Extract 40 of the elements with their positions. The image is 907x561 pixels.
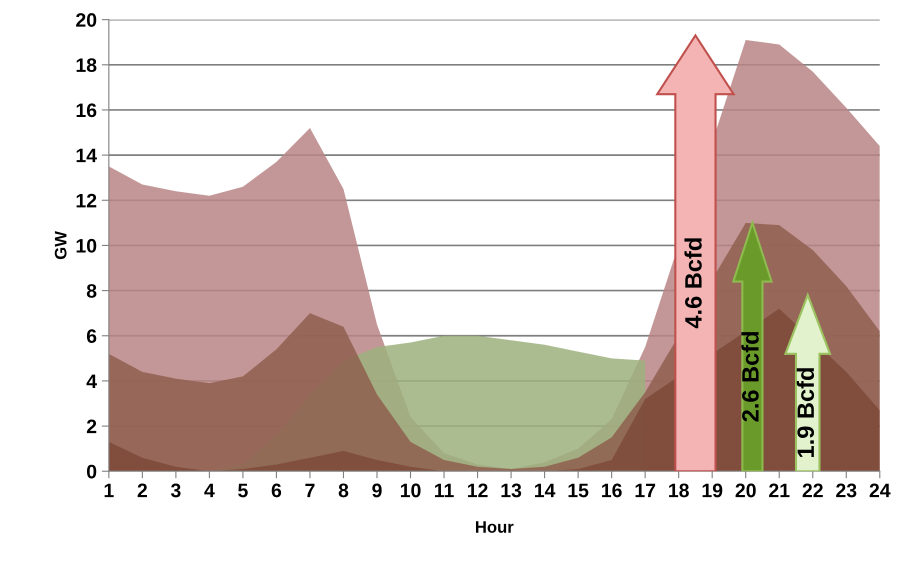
x-tick-label: 17 bbox=[636, 484, 656, 498]
x-tick-label: 7 bbox=[305, 484, 315, 498]
y-tick-label: 16 bbox=[76, 103, 96, 118]
x-tick-label: 22 bbox=[802, 484, 823, 498]
x-tick-label: 5 bbox=[238, 484, 248, 498]
x-tick-label: 18 bbox=[669, 484, 689, 498]
x-axis-title: Hour bbox=[476, 521, 514, 533]
y-tick-label: 10 bbox=[76, 238, 96, 253]
y-tick-label: 12 bbox=[76, 194, 96, 208]
x-tick-label: 13 bbox=[501, 484, 522, 498]
x-tick-label: 4 bbox=[204, 484, 215, 498]
x-tick-label: 1 bbox=[104, 484, 114, 498]
x-tick-label: 16 bbox=[602, 484, 622, 498]
x-tick-label: 6 bbox=[272, 484, 282, 498]
y-tick-label: 14 bbox=[76, 148, 97, 162]
annotation: 1.9 Bcfd bbox=[796, 368, 814, 457]
x-tick-label: 3 bbox=[170, 484, 181, 498]
x-tick-label: 14 bbox=[535, 484, 556, 498]
x-tick-label: 24 bbox=[870, 484, 890, 498]
x-tick-label: 19 bbox=[702, 484, 722, 498]
y-tick-label: 2 bbox=[86, 420, 96, 434]
annotation: 4.6 Bcfd bbox=[684, 238, 702, 328]
x-tick-label: 12 bbox=[468, 484, 488, 498]
x-tick-label: 11 bbox=[434, 484, 454, 498]
x-tick-label: 8 bbox=[338, 484, 348, 498]
x-tick-label: 15 bbox=[568, 484, 588, 498]
x-tick-label: 21 bbox=[769, 484, 790, 498]
y-tick-label: 6 bbox=[86, 329, 96, 343]
annotation: 2.6 Bcfd bbox=[741, 332, 759, 422]
y-tick-label: 8 bbox=[86, 284, 96, 298]
x-tick-label: 10 bbox=[400, 484, 421, 498]
x-tick-label: 23 bbox=[836, 484, 856, 498]
y-tick-label: 18 bbox=[76, 58, 96, 72]
x-tick-label: 9 bbox=[372, 484, 382, 498]
y-axis-title: GW bbox=[54, 231, 67, 260]
x-tick-label: 2 bbox=[138, 484, 147, 498]
y-tick-label: 0 bbox=[86, 464, 96, 478]
y-tick-label: 4 bbox=[86, 374, 97, 388]
y-tick-label: 20 bbox=[76, 13, 96, 27]
x-tick-label: 20 bbox=[736, 484, 756, 498]
